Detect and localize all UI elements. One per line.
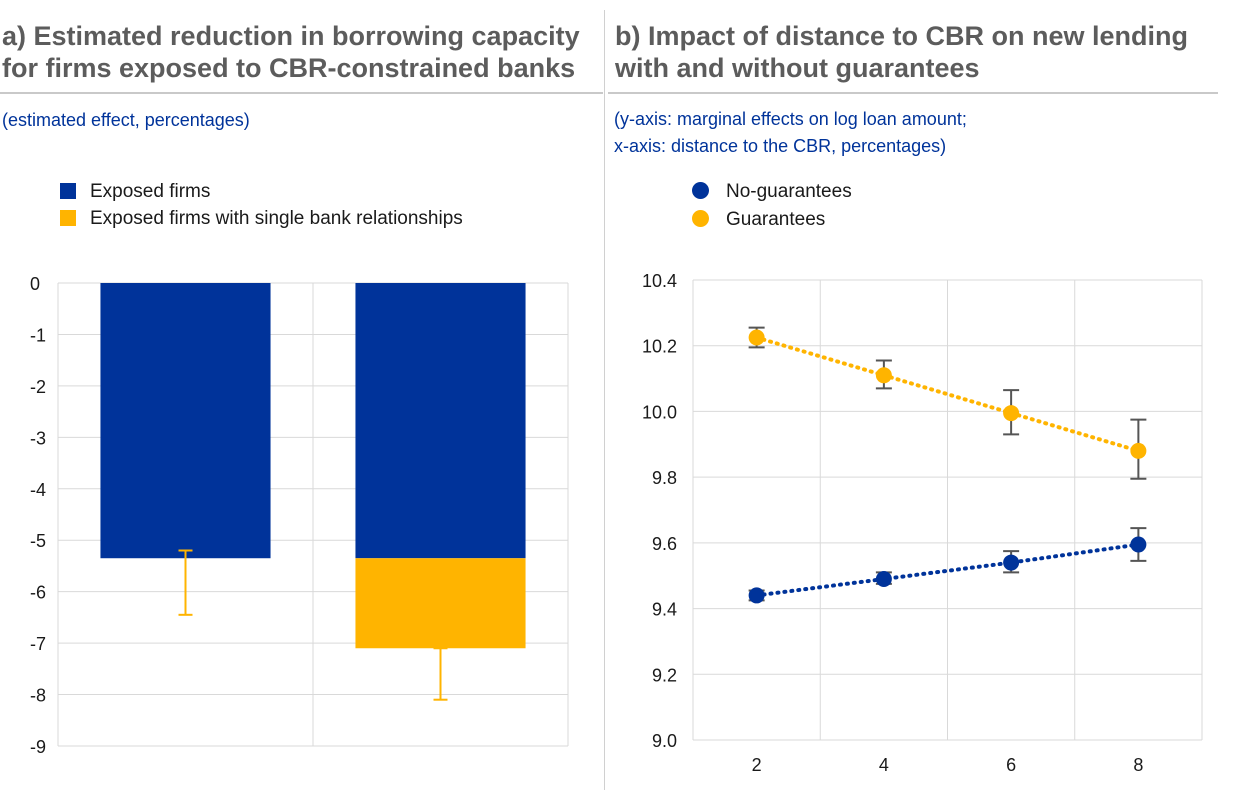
legend-b-guarantees-marker [692,210,709,227]
data-point [875,571,892,587]
data-point [1003,554,1020,571]
y-tick-label-b: 10.0 [642,402,677,422]
y-tick-label-a: -5 [30,531,46,551]
panel-a-title-line2: for firms exposed to CBR-constrained ban… [2,53,576,83]
legend-a-exposed-swatch [60,183,76,199]
data-point [748,587,765,604]
panel-b-title: b) Impact of distance to CBR on new lend… [615,20,1188,84]
legend-a-single-bank: Exposed firms with single bank relations… [60,206,463,232]
panel-b-title-line1: b) Impact of distance to CBR on new lend… [615,21,1189,51]
y-tick-label-a: -1 [30,325,46,345]
bar [100,283,271,559]
trend-line [754,335,1141,453]
y-tick-label-a: -4 [30,480,46,500]
panel-b-subtitle-line2: x-axis: distance to the CBR, percentages… [614,136,947,156]
bar-chart-a: 0 -1 -2 -3 -4 -5 -6 -7 -8 -9 [30,274,569,757]
panel-separator [604,10,605,790]
y-tick-label-b: 9.4 [652,600,677,620]
x-tick-label-b: 4 [879,755,889,775]
panel-a-title-line1: a) Estimated reduction in borrowing capa… [2,21,580,51]
y-tick-label-a: -9 [30,737,46,757]
panel-a-subtitle: (estimated effect, percentages) [2,110,250,130]
legend-b-guarantees: Guarantees [692,207,825,233]
panel-a-title-rule [0,92,603,94]
legend-a-single-bank-label: Exposed firms with single bank relations… [90,208,463,229]
legend-b-guarantees-label: Guarantees [726,209,826,230]
y-tick-label-a: -7 [30,634,46,654]
trend-line [754,542,1141,598]
panel-a-title: a) Estimated reduction in borrowing capa… [2,20,580,84]
legend-a-exposed-label: Exposed firms [90,181,211,202]
panel-b-title-rule [608,92,1218,94]
y-tick-label-a: -3 [30,428,46,448]
y-tick-label-b: 9.8 [652,468,677,488]
y-tick-label-a: -2 [30,377,46,397]
data-point [1130,536,1147,553]
legend-a-exposed: Exposed firms [60,179,210,205]
y-tick-label-a: -8 [30,686,46,706]
bar [355,283,526,559]
y-tick-label-b: 9.2 [652,665,677,685]
x-tick-label-b: 6 [1006,755,1016,775]
data-point [748,329,765,346]
y-tick-label-a: -6 [30,583,46,603]
y-tick-label-b: 9.0 [652,731,677,751]
data-point [1130,442,1147,459]
y-tick-label-b: 10.4 [642,271,677,291]
y-tick-label-a: 0 [30,274,40,294]
legend-b-no-guarantees-label: No-guarantees [726,181,852,202]
error-bar-a [433,647,448,701]
error-bar-a [178,549,193,616]
scatter-chart-b: 9.0 9.2 9.4 9.6 9.8 10.0 10.2 10.4 2 4 6 8 [642,271,1203,775]
data-point [1003,405,1020,422]
legend-a-single-bank-swatch [60,210,76,226]
panel-b-subtitle: (y-axis: marginal effects on log loan am… [614,106,967,160]
x-tick-label-b: 2 [752,755,762,775]
panel-b-subtitle-line1: (y-axis: marginal effects on log loan am… [614,109,967,129]
bar [355,558,526,649]
panel-b-title-line2: with and without guarantees [615,53,980,83]
x-tick-label-b: 8 [1133,755,1143,775]
y-tick-label-b: 9.6 [652,534,677,554]
y-tick-label-b: 10.2 [642,337,677,357]
legend-b-no-guarantees-marker [692,182,709,199]
data-point [875,367,892,384]
legend-b-no-guarantees: No-guarantees [692,179,852,205]
